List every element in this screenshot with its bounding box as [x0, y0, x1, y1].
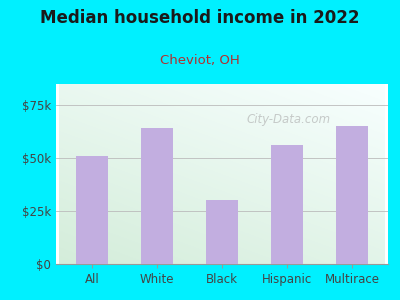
Bar	[206, 200, 238, 264]
Bar	[336, 126, 368, 264]
Bar	[141, 128, 173, 264]
Text: City-Data.com: City-Data.com	[246, 113, 330, 127]
Bar	[76, 156, 108, 264]
Text: Cheviot, OH: Cheviot, OH	[160, 54, 240, 67]
Text: Median household income in 2022: Median household income in 2022	[40, 9, 360, 27]
Bar	[271, 146, 303, 264]
